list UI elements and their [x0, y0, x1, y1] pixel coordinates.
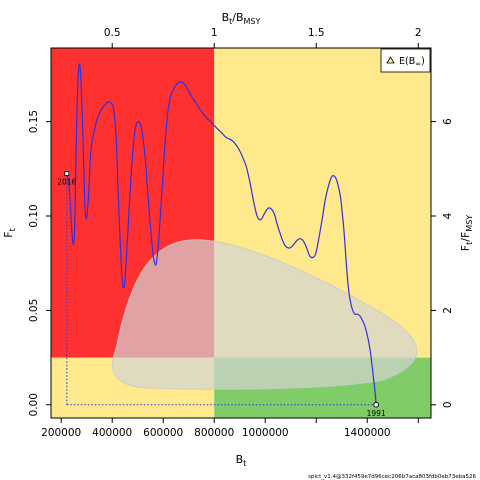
x-tick-label: 1000000	[242, 427, 289, 439]
legend-triangle-icon	[386, 56, 395, 64]
y-tick-label: 0.05	[28, 299, 40, 322]
x-axis: 200000 400000 600000 800000 1000000 1400000	[41, 418, 419, 439]
top-axis-title: Bt/BMSY	[222, 11, 261, 26]
right-tick-label: 6	[442, 118, 454, 125]
biomass-fishing-trajectory	[66, 63, 377, 405]
start-point-marker	[373, 401, 380, 408]
zones	[51, 48, 431, 418]
right-axis-title: Ft/FMSY	[459, 215, 474, 251]
top-axis: 0.5 1 1.5 2	[104, 27, 422, 48]
end-year-label: 2016	[57, 178, 76, 187]
legend: E(B∞)	[380, 48, 431, 73]
legend-label: E(B∞)	[399, 56, 425, 68]
y-tick-label: 0.10	[28, 204, 40, 227]
right-tick-label: 2	[442, 307, 454, 314]
x-tick-label: 600000	[143, 427, 183, 439]
top-tick-label: 1.5	[308, 27, 325, 39]
right-tick-label: 0	[442, 401, 454, 408]
top-tick-label: 0.5	[104, 27, 121, 39]
x-tick-label: 1400000	[344, 427, 391, 439]
x-tick-label: 400000	[92, 427, 132, 439]
y-tick-label: 0.00	[28, 393, 40, 416]
footer-version-text: spict_v1.4@332f459e7d96cec206b7aca803fdb…	[308, 474, 476, 480]
top-tick-label: 1	[211, 27, 218, 39]
x-axis-title: Bt	[236, 453, 247, 468]
x-tick-label: 800000	[194, 427, 234, 439]
start-year-label: 1991	[367, 409, 386, 418]
equilibrium-uncertainty-region	[112, 239, 418, 390]
y-axis-title: Ft	[2, 228, 17, 237]
right-tick-label: 4	[442, 212, 454, 219]
legend-box	[380, 48, 431, 73]
end-point-marker	[64, 171, 70, 176]
plot-frame	[50, 47, 432, 419]
right-axis: 0 2 4 6	[431, 118, 454, 408]
y-tick-label: 0.15	[28, 110, 40, 133]
y-axis: 0.00 0.05 0.10 0.15	[28, 110, 51, 416]
reference-dotted-lines	[66, 173, 377, 406]
x-tick-label: 200000	[41, 427, 81, 439]
top-tick-label: 2	[415, 27, 422, 39]
